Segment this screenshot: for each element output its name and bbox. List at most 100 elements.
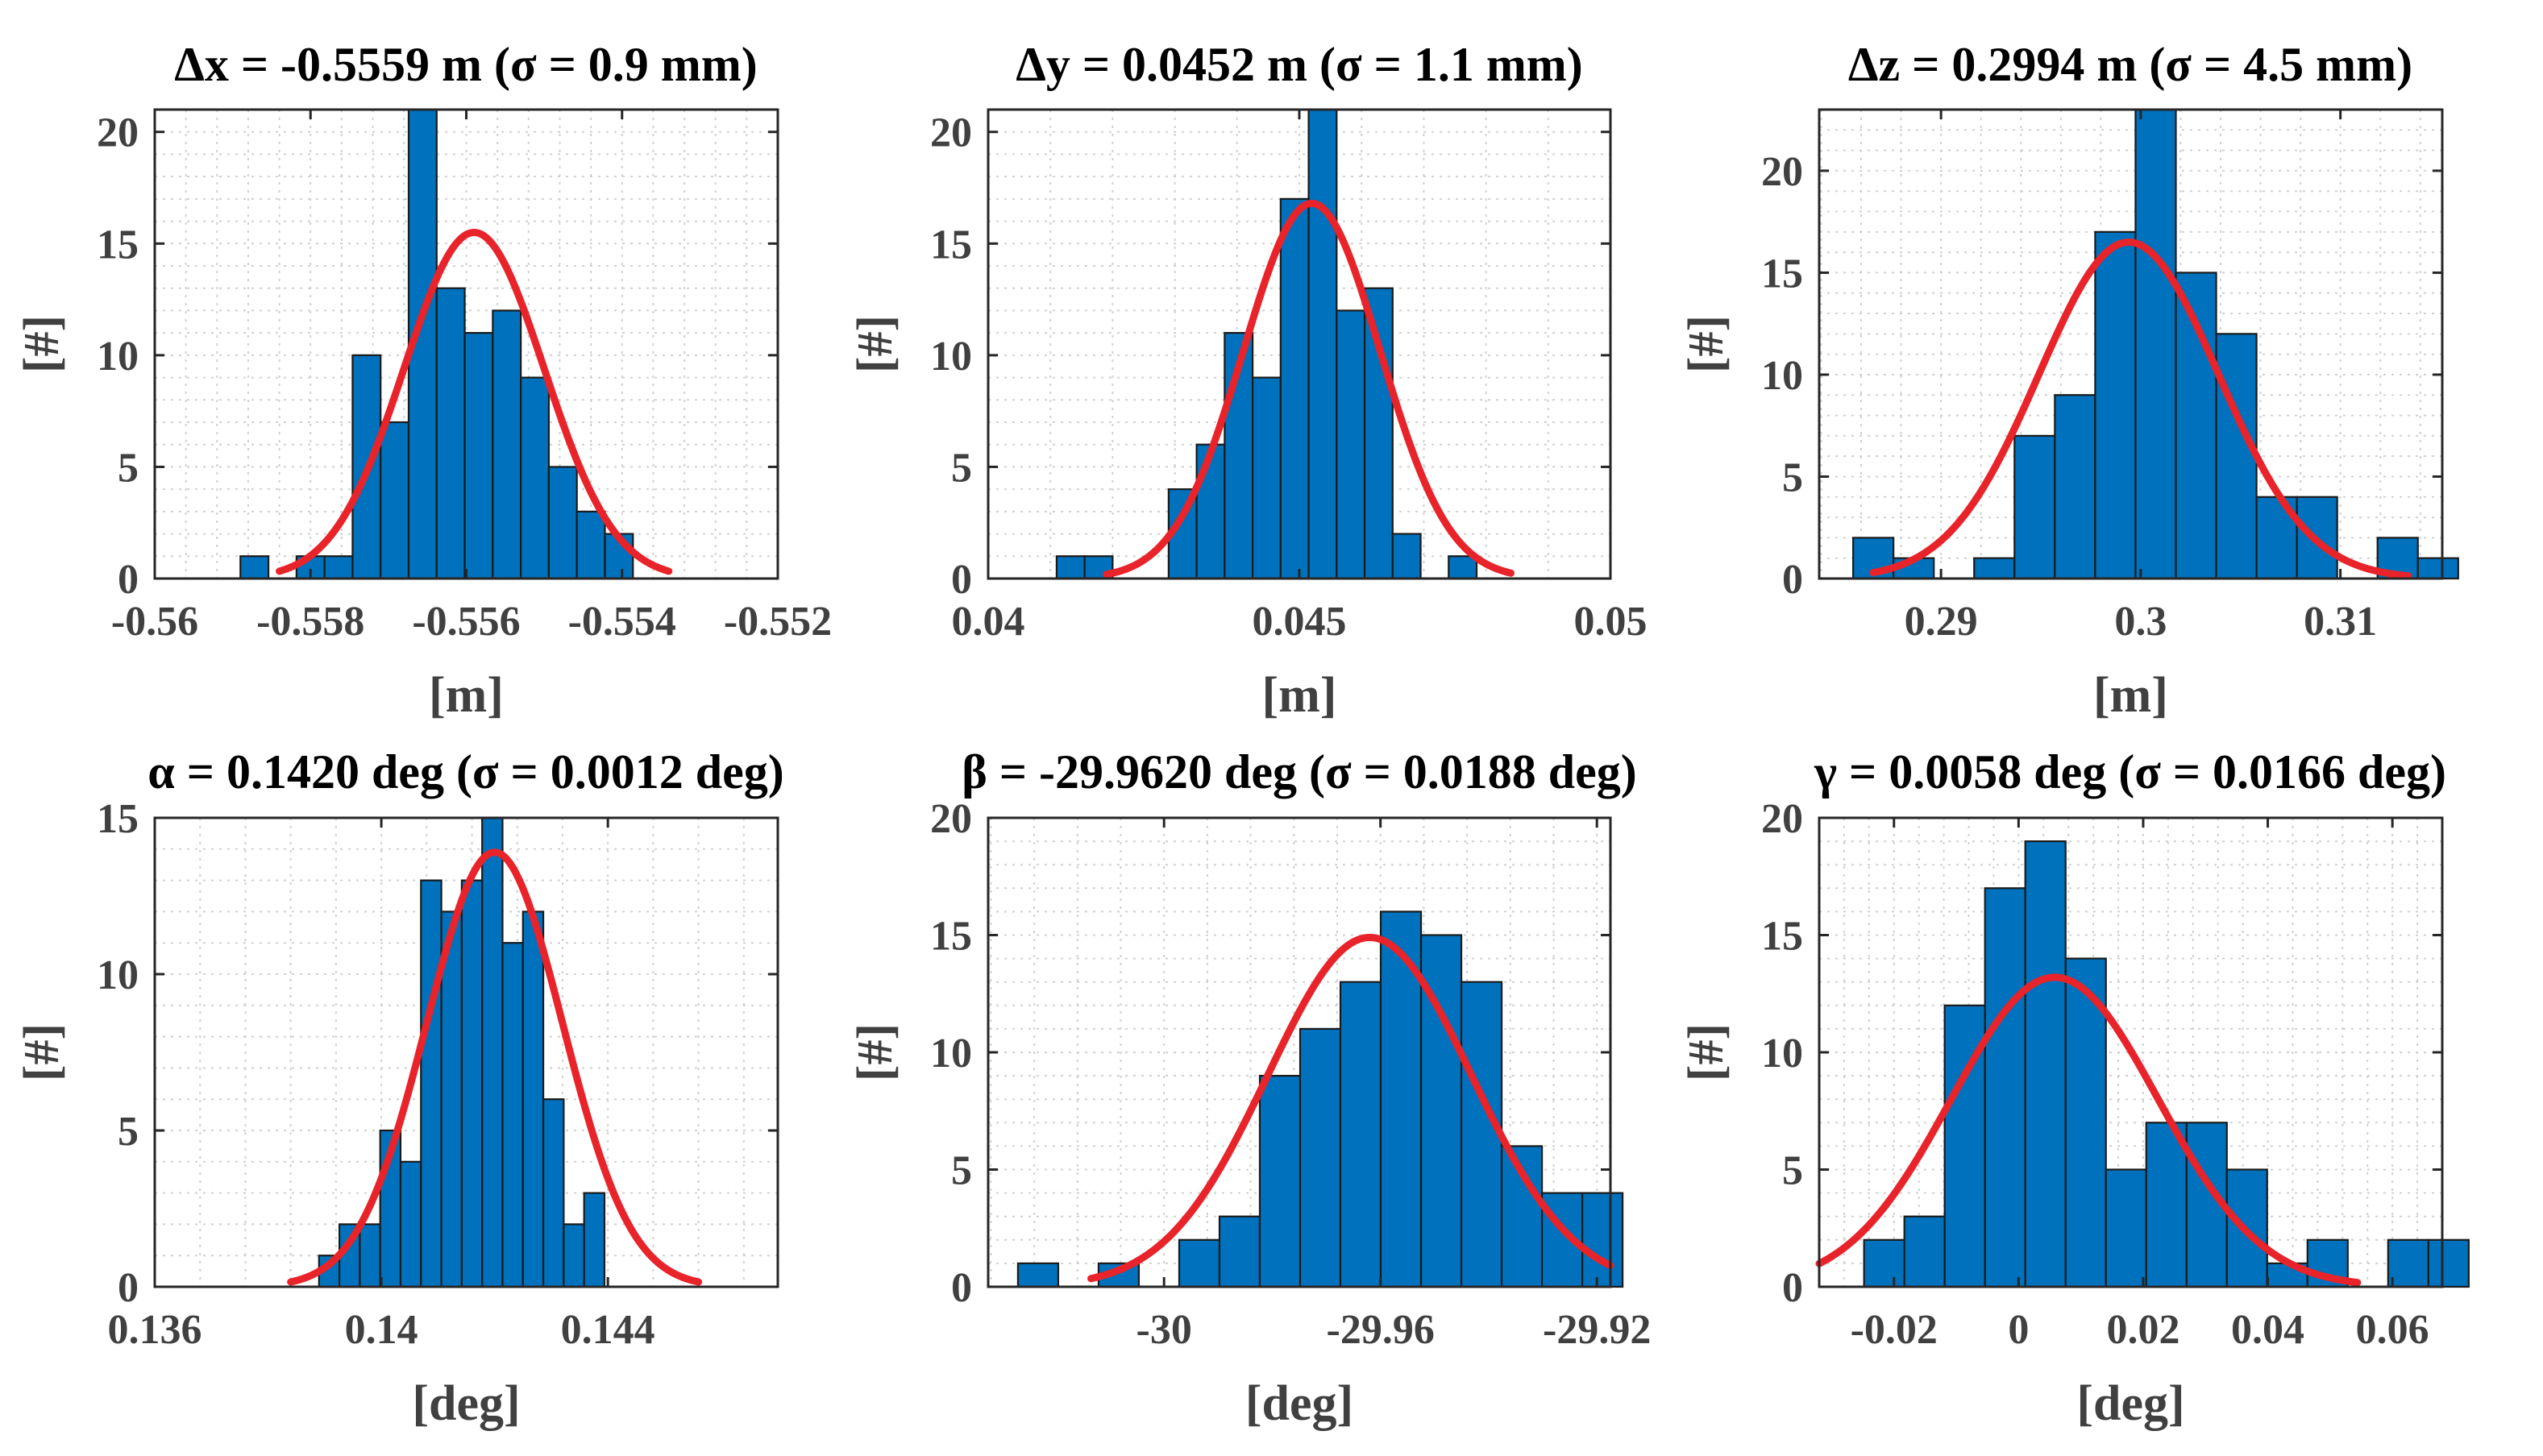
histogram-bar — [359, 1223, 381, 1288]
histogram-bar — [547, 466, 578, 580]
x-tick-label: -0.02 — [1851, 1307, 1938, 1353]
y-tick-label: 15 — [1761, 251, 1803, 297]
histogram-bar — [380, 421, 410, 580]
histogram-bar — [239, 555, 270, 580]
x-axis-label: [m] — [1262, 668, 1337, 723]
panel-title: Δz = 0.2994 m (σ = 4.5 mm) — [1848, 38, 2412, 91]
gaussian-fit-curve — [1087, 933, 1614, 1283]
histogram-bar — [1307, 108, 1338, 580]
histogram-bar — [1973, 557, 2016, 580]
y-tick-label: 10 — [97, 334, 139, 380]
histogram-bar — [1055, 555, 1086, 580]
histogram-bar — [1299, 1027, 1342, 1288]
axes-frame — [1818, 108, 2444, 580]
panel-title: α = 0.1420 deg (σ = 0.0012 deg) — [148, 745, 783, 799]
histogram-bar — [2145, 1122, 2188, 1288]
gaussian-fit-curve — [1869, 239, 2412, 580]
x-tick-label: 0.144 — [561, 1307, 655, 1353]
x-tick-label: -30 — [1136, 1307, 1192, 1353]
x-axis-label: [m] — [429, 668, 504, 723]
x-axis-label: [deg] — [2076, 1376, 2184, 1431]
histogram-bar — [1016, 1262, 1060, 1288]
x-tick-label: -29.92 — [1543, 1307, 1651, 1353]
histogram-bar — [1336, 309, 1366, 580]
x-tick-label: 0.045 — [1253, 599, 1347, 645]
gaussian-fit-curve — [287, 848, 703, 1286]
y-tick-label: 10 — [1761, 1031, 1803, 1076]
x-tick-label: -29.96 — [1327, 1307, 1435, 1353]
histogram-bar — [2054, 394, 2096, 580]
y-tick-label: 20 — [930, 796, 972, 842]
y-axis-label: [#] — [1679, 1023, 1734, 1081]
x-tick-label: -0.56 — [111, 599, 198, 645]
panel-title: Δx = -0.5559 m (σ = 0.9 mm) — [174, 38, 758, 91]
histogram-bar — [520, 376, 551, 580]
histogram-bar — [1218, 1215, 1261, 1288]
y-tick-label: 5 — [1782, 1148, 1803, 1194]
y-tick-label: 10 — [1761, 353, 1803, 399]
x-tick-label: 0.04 — [2231, 1307, 2304, 1353]
histogram-bar — [521, 911, 545, 1288]
panel-delta-x: Δx = -0.5559 m (σ = 0.9 mm) [m] [#] -0.5… — [15, 38, 832, 723]
y-axis-label: [#] — [15, 315, 69, 373]
histogram-bar — [1984, 887, 2026, 1288]
panel-delta-z: Δz = 0.2994 m (σ = 4.5 mm) [m] [#] 0.29 0… — [1679, 38, 2459, 723]
histogram-bar — [1581, 1192, 1624, 1288]
y-tick-label: 20 — [1761, 149, 1803, 195]
y-tick-label: 10 — [930, 334, 972, 380]
gaussian-fit-curve — [276, 228, 673, 575]
bars — [1016, 911, 1624, 1288]
y-axis-label: [#] — [848, 315, 903, 373]
y-tick-label: 5 — [951, 445, 972, 491]
x-tick-label: 0.06 — [2356, 1307, 2429, 1353]
histogram-bar — [1863, 1238, 1905, 1288]
panel-delta-y: Δy = 0.0452 m (σ = 1.1 mm) [m] [#] 0.04 0… — [848, 38, 1648, 723]
y-tick-label: 20 — [1761, 796, 1803, 842]
histogram-bar — [2416, 557, 2459, 580]
panel-beta: β = -29.9620 deg (σ = 0.0188 deg) [deg] … — [848, 745, 1651, 1431]
x-tick-label: -0.554 — [568, 599, 676, 645]
histogram-bar — [420, 879, 443, 1288]
histogram-bar — [1178, 1238, 1221, 1288]
panel-gamma: γ = 0.0058 deg (σ = 0.0166 deg) [deg] [#… — [1679, 745, 2470, 1431]
x-axis-label: [deg] — [1245, 1376, 1353, 1431]
histogram-bar — [1258, 1074, 1302, 1288]
y-tick-label: 0 — [951, 1265, 972, 1311]
histogram-bar — [460, 879, 484, 1288]
histogram-bar — [323, 555, 354, 580]
bars — [318, 816, 606, 1288]
x-tick-label: 0.04 — [952, 599, 1025, 645]
y-tick-label: 5 — [951, 1148, 972, 1194]
histogram-bar — [1279, 197, 1310, 580]
y-tick-label: 15 — [930, 914, 972, 960]
x-tick-label: -0.558 — [256, 599, 364, 645]
y-tick-label: 0 — [1782, 557, 1803, 603]
panel-title: Δy = 0.0452 m (σ = 1.1 mm) — [1016, 38, 1583, 91]
x-axis-label: [m] — [2093, 668, 2168, 723]
gaussian-fit-curve — [1103, 199, 1515, 579]
grid — [1819, 109, 2442, 579]
y-tick-label: 5 — [1782, 454, 1803, 500]
histogram-bar — [2094, 230, 2137, 580]
y-tick-label: 15 — [97, 796, 139, 842]
axes-frame — [153, 816, 779, 1288]
histogram-bar — [2105, 1168, 2147, 1288]
histogram-bar — [563, 1223, 585, 1288]
y-tick-label: 0 — [1782, 1265, 1803, 1311]
y-axis-label: [#] — [848, 1023, 903, 1081]
x-tick-label: 0.02 — [2106, 1307, 2179, 1353]
histogram-bar — [2013, 434, 2056, 580]
x-tick-label: 0.14 — [345, 1307, 418, 1353]
histogram-bar — [435, 287, 466, 580]
bars — [1852, 108, 2459, 580]
histogram-bar — [463, 332, 494, 580]
histogram-bar — [1251, 376, 1282, 580]
y-tick-label: 0 — [118, 1265, 139, 1311]
histogram-bar — [1903, 1215, 1946, 1288]
y-tick-label: 15 — [1761, 914, 1803, 960]
panel-title: γ = 0.0058 deg (σ = 0.0166 deg) — [1814, 745, 2446, 799]
y-tick-label: 10 — [930, 1031, 972, 1076]
y-tick-label: 0 — [951, 557, 972, 603]
bars — [1863, 840, 2470, 1288]
y-axis-label: [#] — [15, 1023, 69, 1081]
